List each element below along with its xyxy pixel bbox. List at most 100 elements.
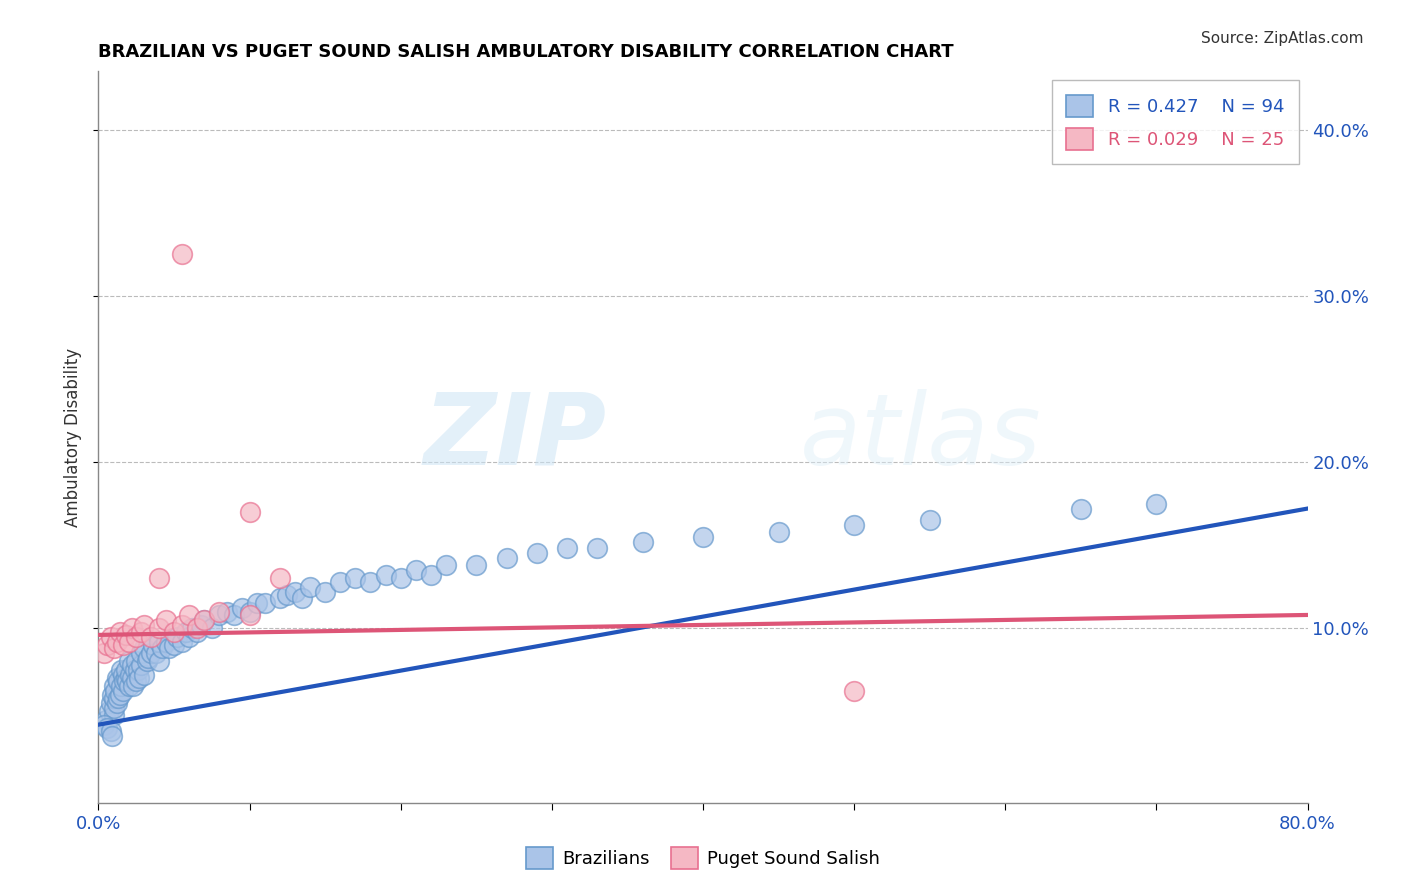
Point bbox=[96, 721, 118, 735]
Point bbox=[120, 667, 142, 681]
Point bbox=[100, 724, 122, 739]
Point bbox=[208, 607, 231, 622]
Point bbox=[224, 607, 246, 622]
Point bbox=[170, 618, 193, 632]
Legend: Brazilians, Puget Sound Salish: Brazilians, Puget Sound Salish bbox=[517, 838, 889, 879]
Point bbox=[201, 621, 224, 635]
Point bbox=[125, 630, 148, 644]
Point bbox=[434, 558, 457, 573]
Point bbox=[150, 641, 173, 656]
Point bbox=[208, 605, 231, 619]
Point bbox=[186, 621, 208, 635]
Point bbox=[179, 607, 201, 622]
Point bbox=[121, 657, 143, 672]
Point bbox=[93, 717, 115, 731]
Point bbox=[103, 691, 125, 706]
Point bbox=[129, 657, 152, 672]
Point bbox=[101, 729, 124, 743]
Point bbox=[291, 591, 314, 606]
Point bbox=[118, 680, 141, 694]
Text: Source: ZipAtlas.com: Source: ZipAtlas.com bbox=[1201, 31, 1364, 46]
Point bbox=[110, 680, 132, 694]
Point bbox=[186, 624, 208, 639]
Point bbox=[93, 646, 115, 660]
Point bbox=[103, 707, 125, 722]
Point bbox=[193, 613, 215, 627]
Point bbox=[276, 588, 298, 602]
Point bbox=[465, 558, 488, 573]
Point bbox=[129, 624, 152, 639]
Point bbox=[420, 568, 443, 582]
Point bbox=[141, 646, 163, 660]
Point bbox=[129, 646, 152, 660]
Point bbox=[299, 580, 322, 594]
Point bbox=[100, 696, 122, 710]
Point bbox=[155, 613, 177, 627]
Point bbox=[142, 638, 165, 652]
Point bbox=[114, 663, 136, 677]
Point bbox=[105, 634, 128, 648]
Point bbox=[108, 624, 131, 639]
Point bbox=[145, 646, 167, 660]
Point bbox=[155, 634, 177, 648]
Point bbox=[94, 713, 117, 727]
Point bbox=[103, 641, 125, 656]
Point bbox=[269, 571, 291, 585]
Point bbox=[239, 605, 262, 619]
Point bbox=[844, 684, 866, 698]
Point bbox=[215, 605, 238, 619]
Point bbox=[107, 691, 129, 706]
Point bbox=[127, 663, 149, 677]
Point bbox=[108, 688, 131, 702]
Point bbox=[115, 674, 138, 689]
Point bbox=[181, 621, 204, 635]
Point bbox=[495, 551, 517, 566]
Point bbox=[105, 696, 128, 710]
Point bbox=[246, 596, 269, 610]
Point bbox=[692, 530, 714, 544]
Point bbox=[101, 688, 124, 702]
Point bbox=[132, 641, 155, 656]
Point bbox=[389, 571, 412, 585]
Point bbox=[135, 655, 157, 669]
Point bbox=[132, 667, 155, 681]
Point bbox=[107, 674, 129, 689]
Point bbox=[631, 534, 654, 549]
Text: atlas: atlas bbox=[800, 389, 1042, 485]
Point bbox=[918, 513, 941, 527]
Point bbox=[405, 563, 427, 577]
Point bbox=[114, 671, 136, 685]
Point bbox=[586, 541, 609, 556]
Point bbox=[374, 568, 396, 582]
Point bbox=[360, 574, 382, 589]
Point bbox=[163, 624, 186, 639]
Point bbox=[844, 518, 866, 533]
Point bbox=[136, 651, 159, 665]
Point bbox=[170, 247, 193, 261]
Point bbox=[174, 624, 197, 639]
Point bbox=[104, 684, 127, 698]
Point bbox=[329, 574, 352, 589]
Point bbox=[128, 671, 150, 685]
Point bbox=[159, 641, 181, 656]
Point bbox=[111, 684, 134, 698]
Point bbox=[118, 655, 141, 669]
Point bbox=[193, 613, 215, 627]
Point bbox=[141, 630, 163, 644]
Point bbox=[105, 671, 128, 685]
Point bbox=[148, 655, 170, 669]
Point bbox=[166, 630, 188, 644]
Point bbox=[114, 628, 136, 642]
Point bbox=[170, 634, 193, 648]
Point bbox=[112, 674, 135, 689]
Point bbox=[148, 621, 170, 635]
Point bbox=[110, 663, 132, 677]
Point bbox=[122, 680, 145, 694]
Point bbox=[148, 634, 170, 648]
Point bbox=[253, 596, 276, 610]
Y-axis label: Ambulatory Disability: Ambulatory Disability bbox=[65, 348, 83, 526]
Point bbox=[1144, 497, 1167, 511]
Point bbox=[111, 667, 134, 681]
Point bbox=[239, 505, 262, 519]
Point bbox=[121, 621, 143, 635]
